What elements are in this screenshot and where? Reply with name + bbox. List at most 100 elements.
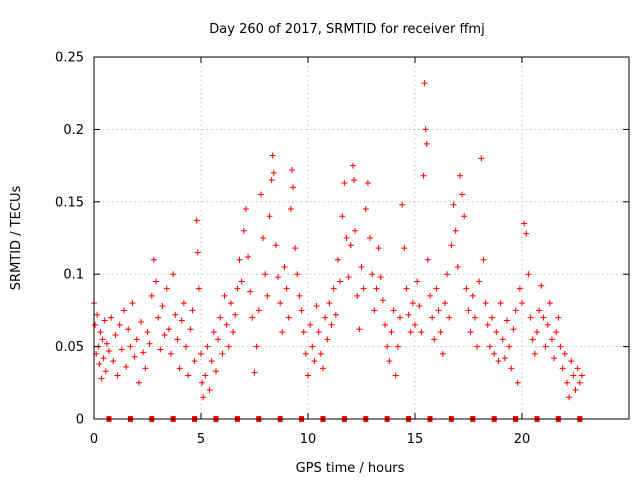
data-point <box>482 300 489 307</box>
data-point <box>212 368 219 375</box>
data-point <box>114 372 121 379</box>
data-point <box>232 311 239 318</box>
data-point <box>555 314 562 321</box>
data-point <box>531 350 538 357</box>
data-point <box>566 394 573 401</box>
chart-title: Day 260 of 2017, SRMTID for receiver ffm… <box>209 22 484 37</box>
data-point <box>129 300 136 307</box>
y-axis: 0 0.05 0.1 0.15 0.2 0.25 <box>55 51 629 428</box>
data-point <box>99 336 106 343</box>
data-point <box>242 206 249 213</box>
data-point <box>279 329 286 336</box>
data-point <box>123 363 130 370</box>
data-point <box>572 387 579 394</box>
data-point <box>422 126 429 133</box>
data-point <box>384 343 391 350</box>
data-point <box>311 358 318 365</box>
data-point <box>191 358 198 365</box>
data-point <box>512 307 519 314</box>
data-point <box>102 368 109 375</box>
data-point <box>200 394 207 401</box>
data-point <box>508 365 515 372</box>
y-tick-label: 0.05 <box>55 340 84 355</box>
data-point <box>343 235 350 241</box>
data-point <box>290 184 297 191</box>
data-point <box>305 372 311 379</box>
data-point <box>538 282 545 289</box>
data-point <box>339 213 346 220</box>
data-point <box>283 285 290 292</box>
data-point <box>185 372 192 379</box>
data-point <box>544 321 551 328</box>
data-point <box>504 317 511 324</box>
y-tick-label: 0.25 <box>55 51 84 66</box>
data-point <box>448 242 455 249</box>
data-point <box>546 300 553 307</box>
data-point <box>519 300 525 307</box>
data-point <box>97 329 104 336</box>
data-point <box>403 285 410 292</box>
data-point <box>103 340 110 347</box>
data-point <box>324 336 331 343</box>
data-point <box>247 288 254 295</box>
data-point <box>337 278 344 285</box>
data-point <box>219 350 226 357</box>
data-point <box>351 177 358 184</box>
data-point <box>525 271 532 278</box>
data-point <box>225 343 232 350</box>
data-point <box>292 245 299 252</box>
data-point <box>377 274 384 281</box>
data-point <box>563 379 570 386</box>
data-point <box>495 358 502 365</box>
data-point <box>461 213 468 220</box>
data-point <box>294 271 301 278</box>
data-point <box>548 336 555 343</box>
y-tick-label: 0.1 <box>63 268 84 283</box>
data-point <box>189 307 196 314</box>
data-point <box>574 365 581 372</box>
data-point <box>459 191 466 198</box>
data-point <box>375 245 382 252</box>
x-tick-label: 20 <box>514 432 531 447</box>
data-point <box>296 292 303 299</box>
data-point <box>298 307 305 314</box>
data-point <box>255 307 262 314</box>
data-point <box>409 300 416 307</box>
data-point <box>174 336 181 343</box>
data-point <box>307 321 314 328</box>
data-point <box>439 350 446 357</box>
data-point <box>426 292 433 299</box>
data-point <box>478 155 485 162</box>
data-point <box>260 235 267 241</box>
data-point <box>206 387 213 394</box>
data-point <box>386 358 393 365</box>
data-point <box>456 172 463 179</box>
data-point <box>199 379 206 386</box>
y-tick-label: 0.15 <box>55 195 84 210</box>
data-point <box>491 350 498 357</box>
data-point <box>437 329 444 336</box>
data-point <box>429 314 436 321</box>
data-point <box>493 329 500 336</box>
data-point <box>576 379 583 386</box>
data-point <box>223 321 230 328</box>
data-point <box>454 263 461 270</box>
data-point <box>210 329 217 336</box>
data-point <box>215 336 222 343</box>
data-point <box>221 292 228 299</box>
data-point <box>433 285 440 292</box>
data-point <box>501 355 508 362</box>
data-point <box>334 256 341 263</box>
data-point <box>367 235 374 241</box>
data-point <box>349 162 356 169</box>
data-point <box>204 343 211 350</box>
data-point <box>108 314 115 321</box>
data-point <box>227 300 234 307</box>
data-point <box>540 314 547 321</box>
data-point <box>118 346 125 353</box>
data-point <box>135 379 142 386</box>
y-axis-label: SRMTID / TECUs <box>9 186 24 291</box>
data-point <box>435 307 442 314</box>
data-point <box>159 303 166 310</box>
data-point <box>529 336 536 343</box>
